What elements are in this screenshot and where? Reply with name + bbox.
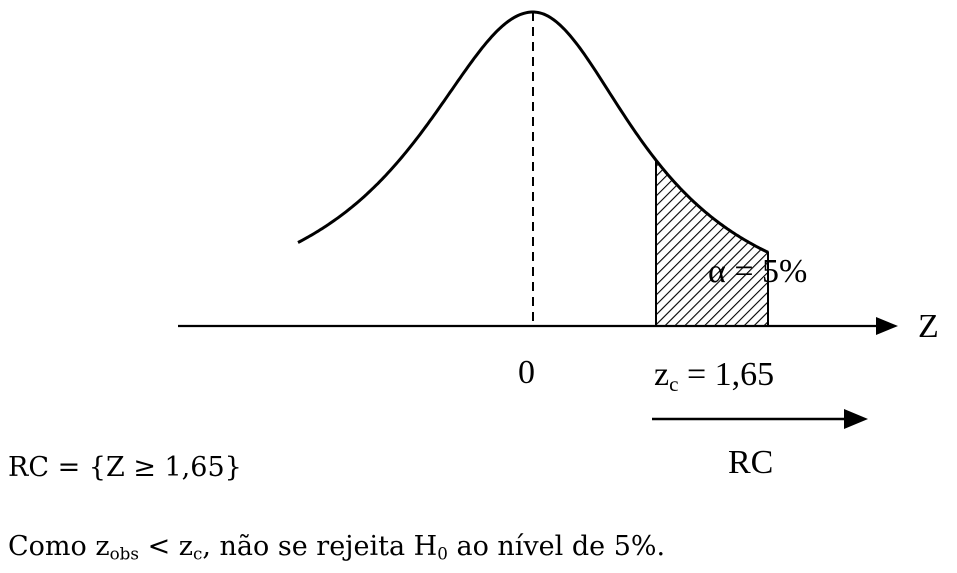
critical-subscript: c [669, 371, 679, 396]
alpha-label: α = 5% [708, 253, 808, 290]
rc-arrowhead [844, 409, 868, 429]
rc-definition-text: RC = {Z ≥ 1,65} [8, 452, 242, 483]
critical-value-label: zc = 1,65 [654, 356, 775, 395]
critical-var: z [654, 356, 670, 393]
conclusion-text: Como zobs < zc, não se rejeita H0 ao nív… [8, 531, 666, 564]
z-axis-arrowhead [876, 317, 898, 335]
rc-arrow-label: RC [728, 444, 774, 481]
critical-value: = 1,65 [686, 356, 775, 393]
z-axis-label: Z [918, 308, 939, 345]
mean-tick-label: 0 [518, 354, 535, 391]
